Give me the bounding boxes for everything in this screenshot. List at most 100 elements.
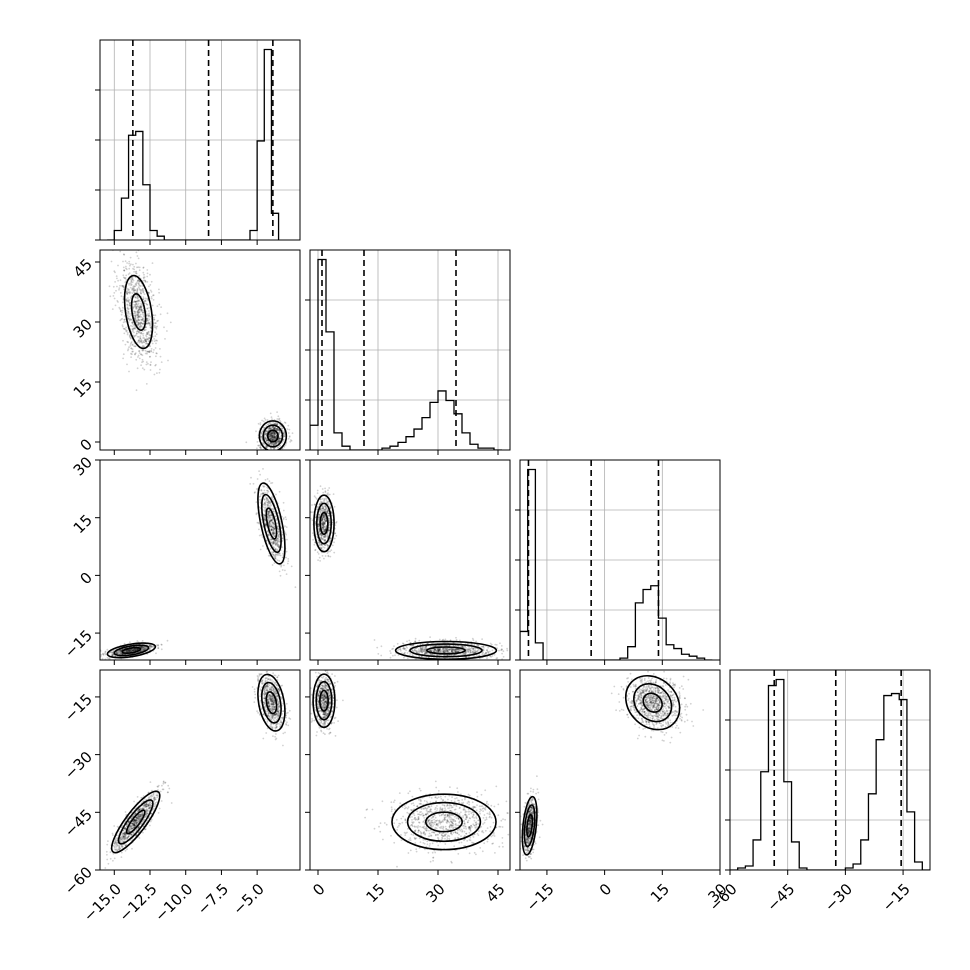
scatter-point [270, 453, 272, 455]
scatter-point [143, 339, 146, 341]
scatter-point [133, 265, 136, 268]
scatter-point [482, 649, 485, 651]
scatter-point [270, 514, 273, 516]
scatter-point [323, 531, 326, 534]
marginal-panel-4 [725, 669, 931, 875]
scatter-point [142, 360, 145, 363]
scatter-point [322, 510, 325, 513]
scatter-point [270, 529, 273, 532]
scatter-point [275, 443, 278, 445]
scatter-point [268, 514, 271, 517]
scatter-point [247, 455, 249, 457]
scatter-point [469, 647, 472, 650]
scatter-point [463, 653, 465, 655]
scatter-point [437, 650, 440, 653]
scatter-point [268, 514, 270, 517]
scatter-point [323, 528, 325, 530]
scatter-point [143, 368, 146, 371]
scatter-point [329, 537, 332, 540]
scatter-point [451, 650, 453, 653]
scatter-point [320, 500, 322, 503]
scatter-point [150, 291, 153, 293]
scatter-point [139, 285, 142, 288]
scatter-point [154, 326, 156, 329]
scatter-point [134, 315, 137, 318]
scatter-point [323, 539, 326, 542]
contour-ring-2 [425, 646, 466, 655]
scatter-point [459, 639, 461, 642]
scatter-point [484, 652, 486, 655]
scatter-point [266, 489, 269, 492]
scatter-point [118, 651, 121, 654]
scatter-point [135, 319, 137, 322]
scatter-point [322, 525, 325, 527]
scatter-point [130, 280, 133, 283]
scatter-point [270, 551, 273, 554]
scatter-point [130, 833, 133, 836]
scatter-point [268, 511, 271, 514]
scatter-point [437, 651, 439, 653]
scatter-point [266, 515, 269, 518]
scatter-point [128, 292, 131, 295]
scatter-point [482, 645, 485, 648]
scatter-point [127, 311, 130, 313]
scatter-point [260, 534, 263, 536]
scatter-point [153, 322, 155, 325]
scatter-point [135, 283, 138, 285]
scatter-point [445, 648, 448, 651]
scatter-point [433, 653, 436, 656]
scatter-point [128, 262, 131, 265]
scatter-point [423, 648, 426, 651]
scatter-point [137, 286, 140, 289]
scatter-point [137, 309, 140, 312]
scatter-point [127, 348, 130, 350]
scatter-point [311, 519, 314, 522]
scatter-point [263, 485, 266, 488]
scatter-point [115, 289, 117, 292]
scatter-point [133, 289, 136, 292]
scatter-point [140, 647, 143, 649]
scatter-point [137, 313, 139, 316]
histogram-4 [730, 678, 930, 870]
scatter-point [451, 649, 453, 652]
scatter-point [329, 506, 332, 509]
scatter-point [126, 312, 129, 315]
scatter-point [315, 498, 318, 500]
scatter-point [141, 640, 144, 642]
scatter-point [274, 433, 277, 436]
scatter-point [467, 655, 470, 658]
scatter-point [273, 422, 276, 425]
scatter-point [142, 276, 145, 279]
scatter-point [265, 446, 268, 449]
scatter-point [130, 352, 132, 355]
scatter-point [135, 823, 138, 826]
scatter-point [457, 650, 459, 653]
scatter-point [128, 650, 130, 653]
scatter-point [135, 251, 138, 254]
scatter-point [129, 649, 131, 652]
scatter-point [333, 537, 336, 540]
scatter-point [435, 644, 438, 647]
scatter-point [324, 539, 326, 541]
scatter-point [139, 315, 142, 318]
scatter-point [272, 427, 274, 430]
scatter-point [128, 649, 131, 652]
scatter-point [127, 650, 130, 653]
scatter-point [142, 831, 144, 834]
scatter-point [256, 441, 259, 443]
scatter-point [270, 519, 273, 522]
scatter-point [324, 520, 327, 523]
scatter-point [454, 650, 457, 653]
scatter-point [131, 278, 134, 281]
scatter-point [399, 649, 402, 652]
scatter-point [145, 339, 148, 341]
scatter-point [125, 326, 127, 329]
scatter-point [485, 651, 487, 654]
scatter-point [268, 517, 270, 519]
scatter-point [139, 337, 142, 339]
scatter-point [125, 299, 128, 302]
scatter-point [140, 321, 142, 324]
scatter-point [147, 332, 150, 335]
scatter-point [132, 306, 135, 308]
scatter-point [140, 306, 142, 309]
